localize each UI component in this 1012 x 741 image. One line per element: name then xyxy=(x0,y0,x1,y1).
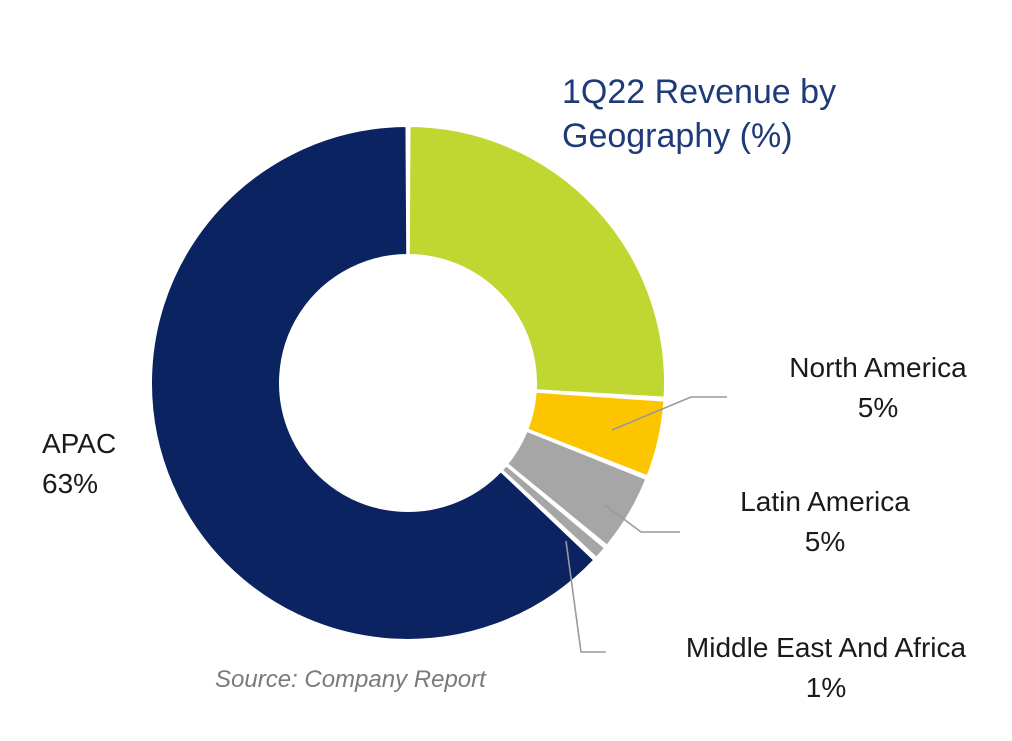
slice-unlabeled xyxy=(407,124,666,399)
slice-apac xyxy=(150,124,596,641)
donut-slices xyxy=(150,124,666,641)
data-label-north-america-value: 5% xyxy=(857,392,899,423)
data-label-north-america-name: North America xyxy=(789,352,967,383)
slice-north-america xyxy=(525,390,666,478)
data-label-north-america: North America 5% xyxy=(748,348,1008,428)
data-label-mea-value: 1% xyxy=(805,672,847,703)
data-label-apac: APAC 63% xyxy=(42,424,116,504)
data-label-mea-name: Middle East And Africa xyxy=(685,632,967,663)
source-note: Source: Company Report xyxy=(215,666,486,693)
leader-line-north-america xyxy=(611,396,727,431)
data-label-middle-east-and-africa: Middle East And Africa 1% xyxy=(640,628,1012,708)
slice-latin-america xyxy=(505,429,648,548)
data-label-latin-america: Latin America 5% xyxy=(700,482,950,562)
leader-line-latin-america xyxy=(604,504,680,533)
data-label-latin-america-value: 5% xyxy=(804,526,846,557)
slice-middle-east-and-africa xyxy=(500,463,607,560)
chart-title: 1Q22 Revenue by Geography (%) xyxy=(562,73,837,155)
leader-line-middle-east-and-africa xyxy=(565,540,606,653)
leader-lines xyxy=(565,396,727,653)
data-label-apac-name: APAC xyxy=(42,428,117,459)
data-label-apac-value: 63% xyxy=(42,468,99,499)
data-label-latin-america-name: Latin America xyxy=(740,486,910,517)
